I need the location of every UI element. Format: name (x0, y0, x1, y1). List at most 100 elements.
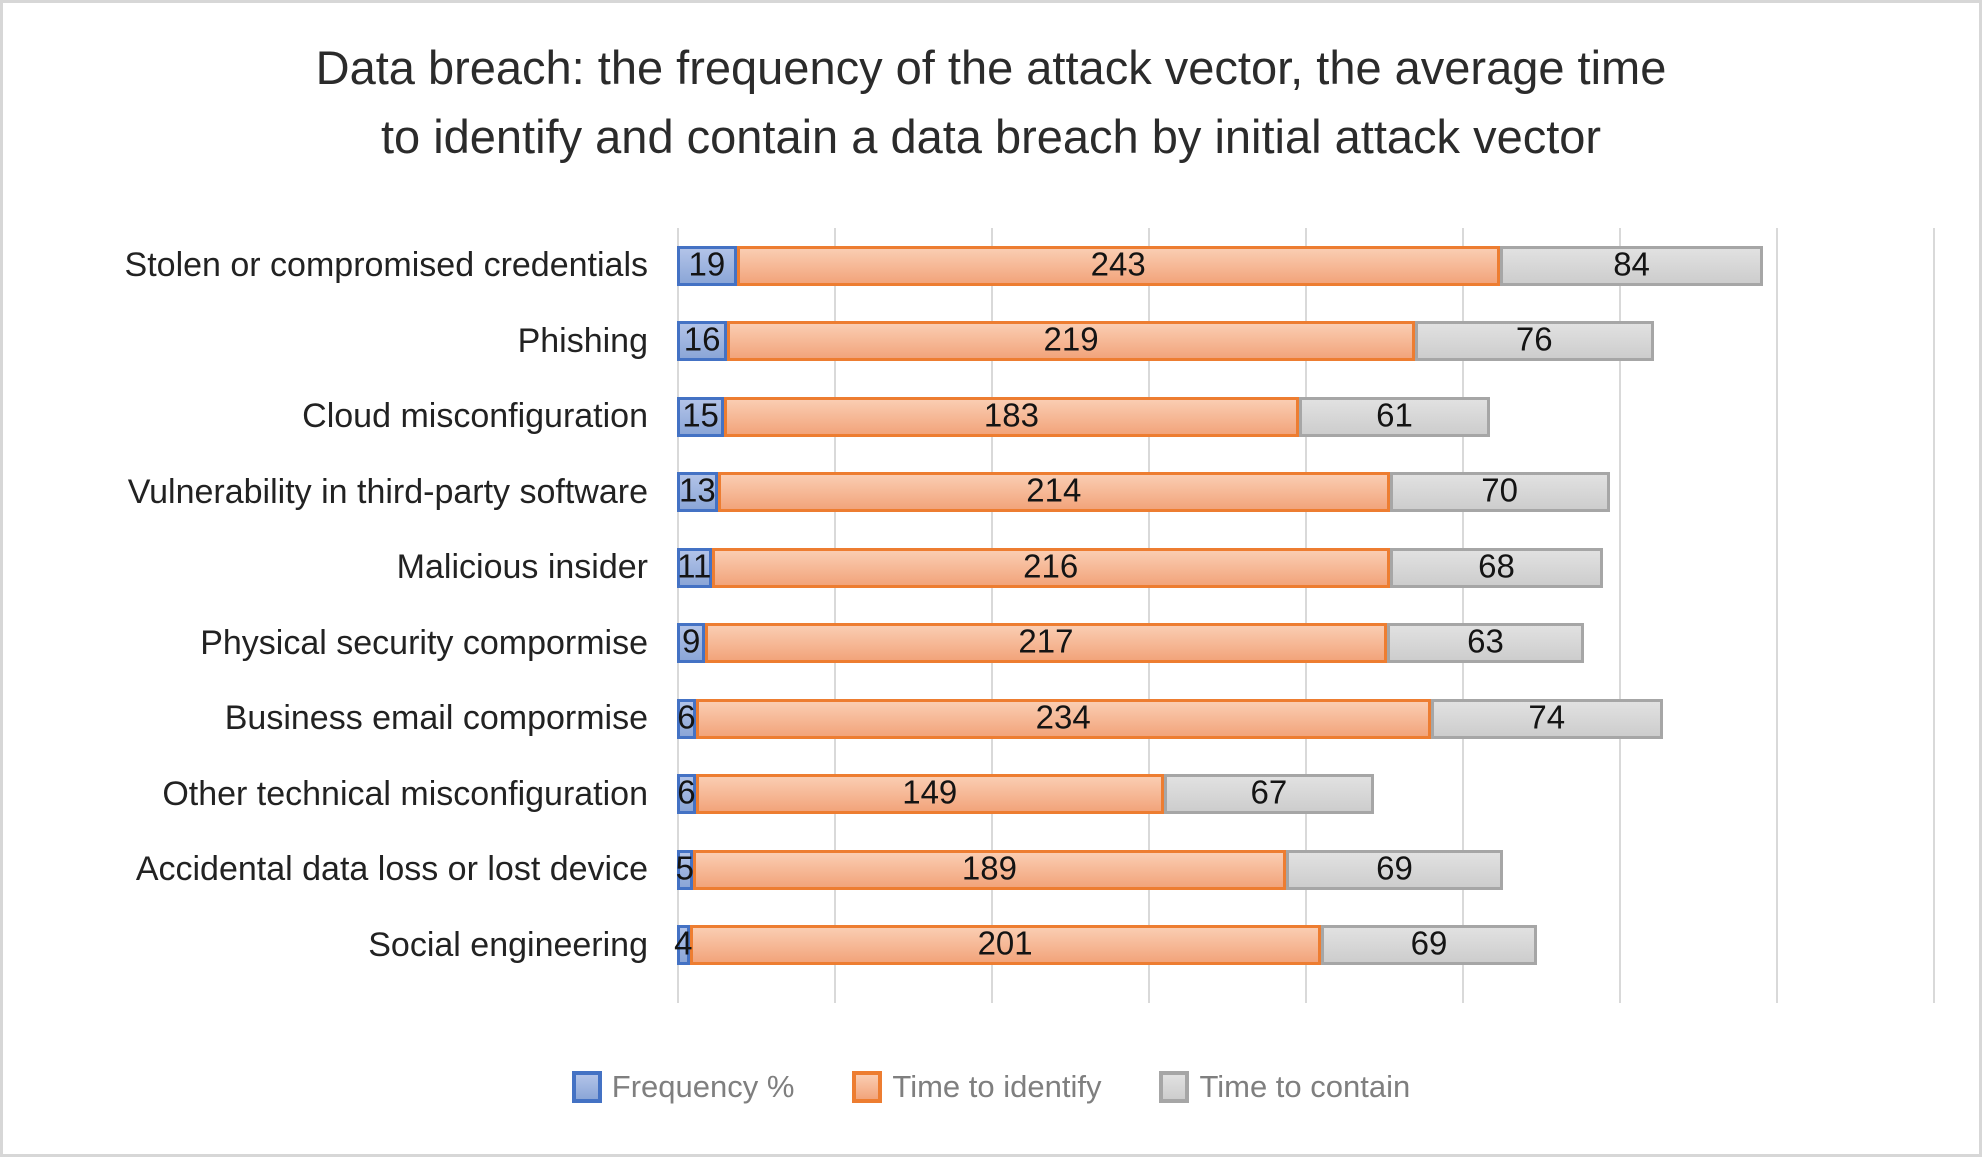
bar-segment-frequency: 11 (677, 547, 712, 588)
legend-item-time-to-identify: Time to identify (852, 1069, 1101, 1105)
chart-title: Data breach: the frequency of the attack… (3, 33, 1979, 171)
category-axis: Stolen or compromised credentials Phishin… (13, 228, 648, 983)
plot-area: 19 243 84 16 219 76 15 183 61 13 214 70 11 216 68 9 217 6… (674, 228, 1935, 1003)
axis-tick (1933, 983, 1935, 1003)
bar-row: 6 149 67 (677, 773, 1375, 815)
bar-segment-frequency: 4 (674, 924, 693, 966)
bar-value-label: 189 (961, 849, 1017, 887)
gridline (834, 228, 836, 983)
bar-segment-time-to-contain: 76 (1414, 320, 1654, 362)
bar-value-label: 70 (1481, 471, 1519, 509)
bar-segment-time-to-identify: 214 (717, 471, 1390, 513)
bar-value-label: 13 (679, 471, 716, 509)
bar-value-label: 201 (977, 924, 1033, 962)
gridline (991, 228, 993, 983)
bar-value-label: 61 (1376, 396, 1413, 434)
bar-segment-time-to-contain: 63 (1386, 622, 1585, 664)
bar-segment-time-to-identify: 217 (705, 622, 1387, 664)
legend-item-frequency: Frequency % (571, 1069, 794, 1105)
bar-value-label: 68 (1478, 547, 1515, 585)
bar-segment-time-to-identify: 219 (727, 321, 1415, 362)
axis-tick (991, 983, 993, 1003)
bar-row: 5 189 69 (675, 849, 1503, 890)
bar-row: 4 201 69 (674, 924, 1538, 966)
bar-value-label: 216 (1023, 547, 1079, 585)
bar-value-label: 183 (983, 396, 1039, 434)
bar-segment-time-to-identify: 243 (736, 245, 1500, 286)
bar-segment-time-to-contain: 69 (1286, 849, 1503, 890)
bar-value-label: 19 (688, 245, 726, 283)
bar-row: 11 216 68 (677, 547, 1604, 588)
bar-segment-time-to-contain: 84 (1499, 245, 1764, 286)
bar-segment-frequency: 6 (677, 773, 696, 815)
bar-segment-time-to-contain: 61 (1298, 396, 1491, 437)
bar-segment-time-to-contain: 67 (1163, 773, 1375, 815)
bar-segment-time-to-identify: 216 (711, 547, 1390, 588)
bar-value-label: 243 (1090, 245, 1146, 283)
bar-row: 9 217 63 (677, 622, 1585, 664)
bar-value-label: 4 (674, 924, 693, 962)
legend-label: Time to identify (892, 1069, 1102, 1104)
category-label: Social engineering (368, 925, 648, 964)
bar-segment-time-to-identify: 183 (724, 396, 1299, 437)
bar-value-label: 84 (1613, 245, 1650, 283)
bar-value-label: 69 (1376, 849, 1413, 887)
bar-row: 15 183 61 (677, 396, 1491, 437)
bar-value-label: 67 (1250, 773, 1288, 811)
legend-swatch-icon (852, 1071, 883, 1103)
gridline (1776, 228, 1778, 983)
axis-tick (1305, 983, 1307, 1003)
category-label: Vulnerability in third-party software (127, 472, 648, 511)
axis-tick (1619, 983, 1621, 1003)
category-label: Other technical misconfiguration (162, 774, 648, 813)
bar-segment-time-to-identify: 189 (692, 849, 1287, 890)
category-label: Accidental data loss or lost device (135, 850, 648, 889)
legend-swatch-icon (571, 1071, 602, 1103)
bar-segment-frequency: 5 (675, 849, 695, 890)
chart-title-line-2: to identify and contain a data breach by… (380, 110, 1602, 163)
bar-segment-time-to-identify: 201 (689, 924, 1321, 966)
bar-value-label: 5 (675, 849, 695, 887)
bar-segment-time-to-contain: 74 (1430, 698, 1663, 739)
bar-value-label: 15 (682, 396, 719, 434)
bar-value-label: 16 (683, 320, 721, 358)
gridline (1305, 228, 1307, 983)
bar-row: 19 243 84 (677, 245, 1764, 286)
bar-segment-time-to-identify: 149 (695, 773, 1164, 815)
bar-value-label: 6 (677, 773, 696, 811)
bar-segment-time-to-identify: 234 (695, 698, 1431, 739)
axis-tick (677, 983, 679, 1003)
bar-segment-frequency: 13 (677, 471, 718, 513)
chart-title-line-1: Data breach: the frequency of the attack… (315, 41, 1667, 94)
bar-value-label: 214 (1026, 471, 1082, 509)
axis-tick (1462, 983, 1464, 1003)
category-label: Malicious insider (396, 548, 648, 587)
category-label: Stolen or compromised credentials (124, 246, 648, 285)
bar-value-label: 11 (677, 547, 712, 585)
bar-segment-frequency: 19 (677, 245, 737, 286)
gridline (1619, 228, 1621, 983)
gridline (1933, 228, 1935, 983)
bar-value-label: 149 (902, 773, 958, 811)
legend: Frequency % Time to identify Time to conta… (3, 1069, 1979, 1105)
bar-segment-frequency: 9 (677, 623, 706, 664)
category-label: Physical security compormise (200, 623, 648, 662)
bar-value-label: 63 (1467, 622, 1504, 660)
axis-tick (834, 983, 836, 1003)
bar-row: 13 214 70 (677, 471, 1610, 513)
axis-tick (1148, 983, 1150, 1003)
category-label: Phishing (517, 321, 648, 360)
bar-segment-time-to-contain: 68 (1389, 547, 1604, 588)
category-label: Cloud misconfiguration (302, 397, 648, 436)
legend-swatch-icon (1159, 1071, 1190, 1103)
bar-segment-time-to-contain: 69 (1320, 925, 1538, 966)
bar-value-label: 217 (1018, 622, 1074, 660)
bar-segment-frequency: 16 (677, 320, 728, 362)
gridline (1148, 228, 1150, 983)
bar-row: 16 219 76 (677, 320, 1654, 362)
bar-value-label: 76 (1515, 320, 1553, 358)
bar-segment-frequency: 15 (677, 396, 725, 437)
bar-row: 6 234 74 (677, 698, 1663, 739)
gridline (1462, 228, 1464, 983)
